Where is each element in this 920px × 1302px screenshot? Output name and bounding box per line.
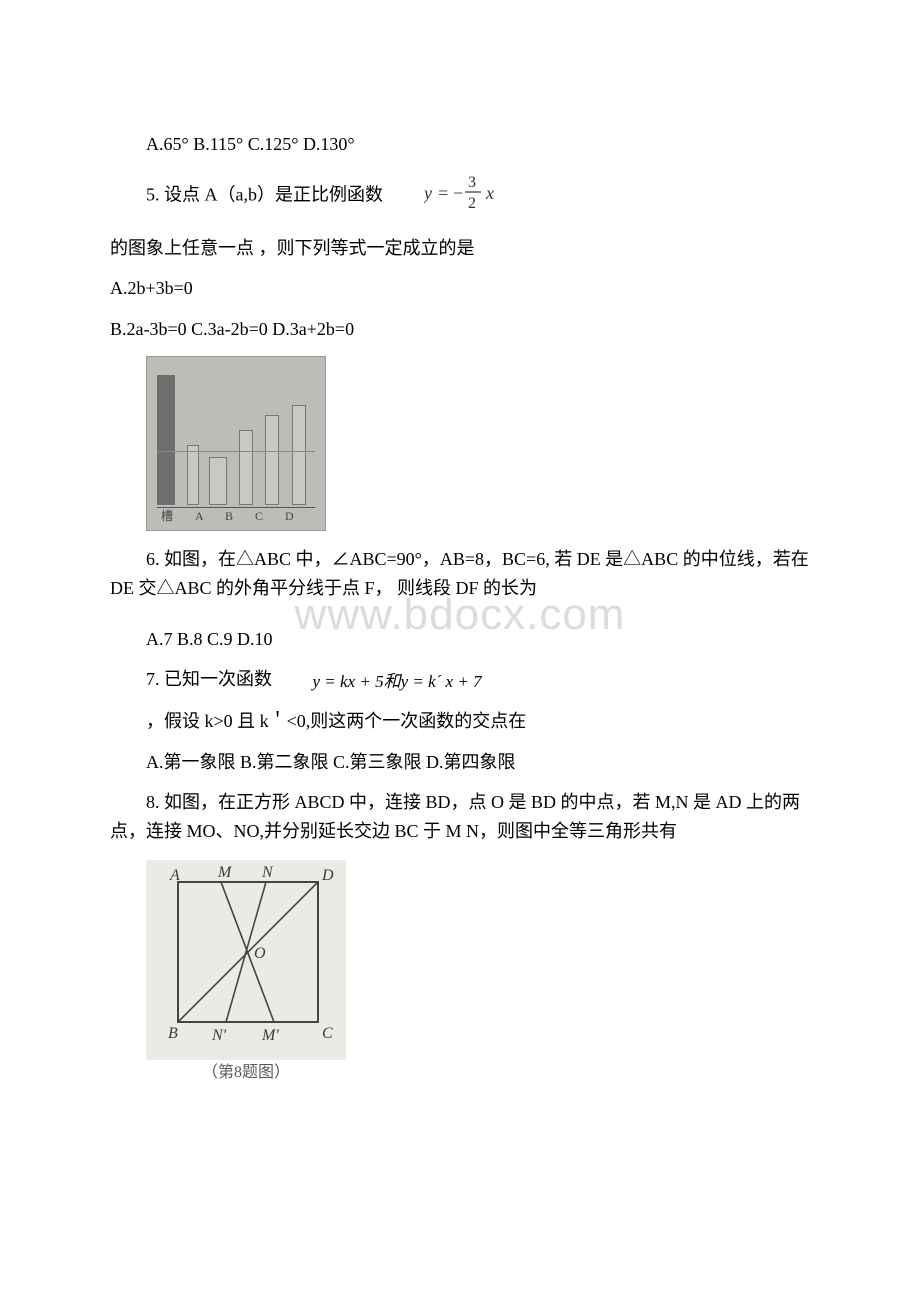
q5-stem-line2: 的图象上任意一点 ，则下列等式一定成立的是	[110, 234, 830, 263]
label-B: B	[168, 1025, 178, 1042]
label-Mprime: M'	[261, 1027, 279, 1044]
q5-formula: y = − 3 2 x	[388, 171, 506, 222]
q6-stem: 6. 如图，在△ABC 中，∠ABC=90°，AB=8，BC=6, 若 DE 是…	[110, 545, 830, 603]
q8-figure: A M N D O B N' M' C （第8题图）	[146, 860, 346, 1086]
q7-formula: y = kx + 5和y = k´ x + 7	[277, 668, 482, 695]
label-M: M	[217, 864, 233, 881]
q5-options-bcd: B.2a-3b=0 C.3a-2b=0 D.3a+2b=0	[110, 315, 830, 344]
label-Nprime: N'	[211, 1027, 227, 1044]
q8-stem: 8. 如图，在正方形 ABCD 中，连接 BD，点 O 是 BD 的中点，若 M…	[110, 788, 830, 846]
q8-caption: （第8题图）	[146, 1060, 346, 1086]
q7-stem-line2: ，假设 k>0 且 k＇<0,则这两个一次函数的交点在	[110, 707, 830, 736]
label-A: A	[169, 867, 180, 884]
q7-stem-line1: 7. 已知一次函数 y = kx + 5和y = k´ x + 7	[110, 665, 830, 694]
svg-text:2: 2	[468, 195, 476, 212]
q6-options: A.7 B.8 C.9 D.10	[110, 625, 830, 654]
document-body: A.65° B.115° C.125° D.130° 5. 设点 A（a,b）是…	[110, 130, 830, 1086]
svg-text:=: =	[438, 183, 448, 203]
q5-stem-prefix: 5. 设点 A（a,b）是正比例函数	[146, 184, 383, 204]
svg-text:3: 3	[468, 174, 476, 191]
svg-text:−: −	[453, 183, 463, 203]
svg-text:x: x	[485, 183, 494, 203]
label-N: N	[261, 864, 274, 881]
label-C: C	[322, 1025, 333, 1042]
q5-stem-line1: 5. 设点 A（a,b）是正比例函数 y = − 3 2 x	[110, 171, 830, 222]
label-O: O	[254, 945, 266, 962]
q4-options: A.65° B.115° C.125° D.130°	[110, 130, 830, 159]
q6-chart: 槽 A B C D	[146, 356, 326, 531]
q7-options: A.第一象限 B.第二象限 C.第三象限 D.第四象限	[110, 748, 830, 777]
svg-text:y: y	[424, 183, 432, 203]
q5-option-a: A.2b+3b=0	[110, 274, 830, 303]
q7-stem-prefix: 7. 已知一次函数	[146, 669, 272, 689]
label-D: D	[321, 867, 334, 884]
